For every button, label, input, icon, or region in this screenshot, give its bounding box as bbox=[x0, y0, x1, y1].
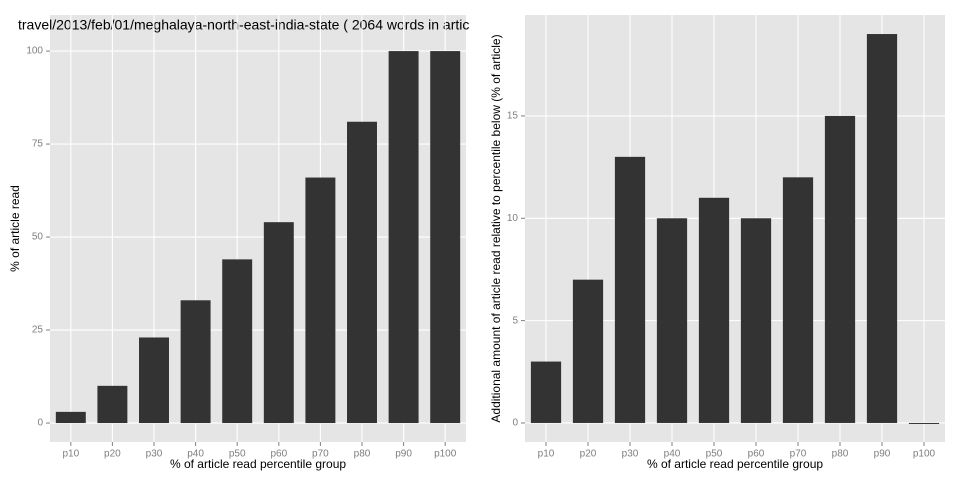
x-tick-label: p60 bbox=[748, 449, 765, 460]
bar bbox=[740, 218, 772, 423]
y-tick-label: 100 bbox=[26, 46, 43, 57]
x-tick-label: p90 bbox=[395, 449, 412, 460]
bar bbox=[97, 385, 128, 424]
bar bbox=[347, 121, 377, 424]
bar bbox=[572, 279, 604, 423]
x-tick-label: p90 bbox=[874, 449, 891, 460]
y-tick-label: 10 bbox=[507, 213, 519, 224]
x-tick-label: p10 bbox=[538, 449, 555, 460]
bar bbox=[222, 259, 253, 424]
x-tick-label: p70 bbox=[312, 449, 329, 460]
y-axis-title: % of article read bbox=[8, 185, 22, 272]
x-axis-title: % of article read percentile group bbox=[170, 457, 346, 471]
y-tick-label: 5 bbox=[512, 315, 518, 326]
bar bbox=[614, 156, 646, 423]
x-tick-label: p40 bbox=[664, 449, 681, 460]
bar bbox=[139, 337, 169, 424]
x-axis-title: % of article read percentile group bbox=[647, 457, 823, 471]
bar bbox=[305, 177, 336, 424]
bar bbox=[430, 51, 461, 424]
x-tick-label: p30 bbox=[622, 449, 639, 460]
bar bbox=[55, 411, 86, 424]
bar bbox=[263, 222, 294, 424]
bar bbox=[530, 361, 562, 423]
x-tick-label: p40 bbox=[187, 449, 204, 460]
x-tick-label: p50 bbox=[706, 449, 723, 460]
x-tick-label: p100 bbox=[434, 449, 457, 460]
bar bbox=[866, 34, 898, 423]
bar bbox=[656, 218, 688, 423]
bar bbox=[180, 300, 211, 424]
x-tick-label: p70 bbox=[790, 449, 807, 460]
x-tick-label: p20 bbox=[104, 449, 121, 460]
x-tick-label: p50 bbox=[229, 449, 246, 460]
x-tick-label: p80 bbox=[354, 449, 371, 460]
x-tick-label: p80 bbox=[832, 449, 849, 460]
x-tick-label: p20 bbox=[580, 449, 597, 460]
y-tick-label: 15 bbox=[507, 111, 519, 122]
bar bbox=[388, 51, 419, 424]
y-tick-label: 0 bbox=[512, 418, 518, 429]
bar bbox=[782, 177, 814, 423]
bar bbox=[908, 422, 940, 424]
y-tick-label: 25 bbox=[32, 325, 44, 336]
y-tick-label: 50 bbox=[32, 232, 44, 243]
chart-title: travel/2013/feb/01/meghalaya-north-east-… bbox=[18, 17, 469, 33]
bar bbox=[698, 197, 730, 423]
x-tick-label: p100 bbox=[913, 449, 936, 460]
x-tick-label: p60 bbox=[270, 449, 287, 460]
x-tick-label: p10 bbox=[62, 449, 79, 460]
bar bbox=[824, 115, 856, 423]
x-tick-label: p30 bbox=[146, 449, 163, 460]
y-axis-title: Additional amount of article read relati… bbox=[489, 34, 503, 422]
y-tick-label: 75 bbox=[32, 139, 44, 150]
y-tick-label: 0 bbox=[37, 418, 43, 429]
